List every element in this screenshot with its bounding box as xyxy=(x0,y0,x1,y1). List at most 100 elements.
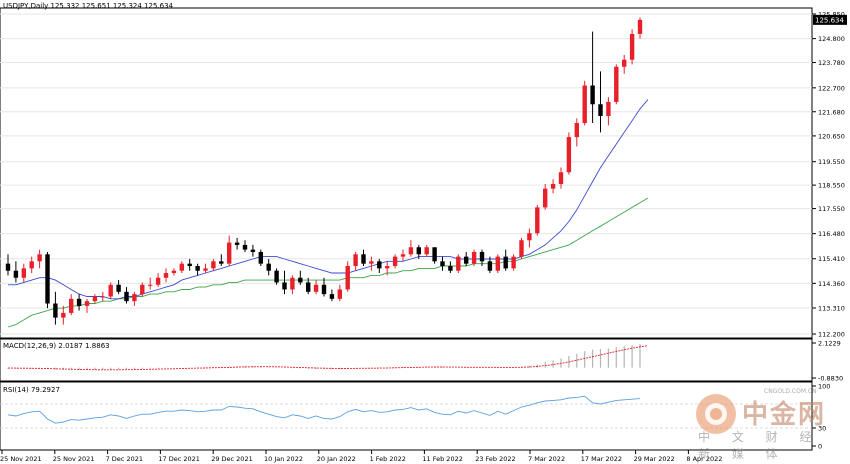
candle xyxy=(432,247,437,264)
y-tick-label: 124.800 xyxy=(818,35,845,43)
candle xyxy=(187,258,192,271)
y-tick-label: 123.780 xyxy=(818,59,845,67)
y-tick-label: 120.650 xyxy=(818,132,845,140)
x-tick-label: 11 Feb 2022 xyxy=(422,455,462,463)
x-tick-label: 1 Feb 2022 xyxy=(370,455,406,463)
candle xyxy=(464,251,469,267)
watermark-url: CNGOLD.COM.CN xyxy=(764,388,817,395)
x-tick-label: 8 Apr 2022 xyxy=(686,455,722,463)
candle xyxy=(385,261,390,276)
candle xyxy=(61,305,66,325)
candle xyxy=(219,254,224,267)
candle xyxy=(543,183,548,210)
candle xyxy=(400,249,406,262)
ma-slow-path xyxy=(7,197,649,328)
candle xyxy=(456,254,461,274)
candle xyxy=(479,249,485,267)
date-axis: 25 Nov 2021 25 Nov 2021 7 Dec 2021 17 Dec 2… xyxy=(0,450,722,463)
macd-tick-label: 2.1229 xyxy=(818,340,841,348)
watermark-subtext: 中 文 财 经 新 媒 体 xyxy=(698,430,821,461)
candle xyxy=(511,254,516,271)
candle xyxy=(37,249,42,269)
candle xyxy=(29,256,34,274)
y-tick-label: 114.360 xyxy=(818,280,845,288)
price-tag-label: 125.634 xyxy=(815,16,844,24)
y-tick-label: 118.550 xyxy=(818,182,845,190)
candle xyxy=(377,258,382,274)
candle xyxy=(329,289,335,302)
candle xyxy=(179,261,184,274)
x-tick-label: 29 Dec 2021 xyxy=(211,455,253,463)
candle xyxy=(234,237,240,250)
rsi-tick-label: 0 xyxy=(818,443,822,451)
candle xyxy=(440,256,445,271)
candle xyxy=(519,237,524,259)
candle xyxy=(408,240,414,257)
candle xyxy=(345,261,350,292)
candle xyxy=(313,280,319,295)
candle xyxy=(124,287,129,304)
y-tick-label: 117.550 xyxy=(818,205,845,213)
x-tick-label: 23 Feb 2022 xyxy=(475,455,515,463)
candle xyxy=(558,167,564,189)
candle xyxy=(140,282,145,297)
x-tick-label: 7 Dec 2021 xyxy=(106,455,143,463)
candle xyxy=(53,291,58,325)
ma-slow-line xyxy=(7,197,649,328)
candle xyxy=(503,249,508,271)
x-tick-label: 17 Mar 2022 xyxy=(581,455,622,463)
watermark: CNGOLD.COM.CN 中金网 中 文 财 经 新 媒 体 xyxy=(694,388,844,461)
macd-pane xyxy=(0,338,813,382)
x-tick-label: 29 Mar 2022 xyxy=(634,455,675,463)
y-tick-label: 116.480 xyxy=(818,230,845,238)
candle xyxy=(195,263,200,276)
candle xyxy=(266,258,271,276)
candle xyxy=(132,291,137,306)
rsi-pane xyxy=(0,381,813,451)
candle xyxy=(487,256,493,274)
candle xyxy=(369,256,374,271)
x-tick-label: 25 Nov 2021 xyxy=(0,455,42,463)
rsi-path xyxy=(7,395,641,424)
candle xyxy=(424,244,429,257)
candle xyxy=(69,294,74,316)
chart-title: USDJPY,Daily 125.332 125.651 125.324 125… xyxy=(3,2,174,10)
candle xyxy=(448,261,453,274)
x-tick-label: 20 Jan 2022 xyxy=(317,455,356,463)
candle xyxy=(622,55,627,74)
macd-tick-label: -0.8830 xyxy=(818,375,843,383)
candle xyxy=(614,64,619,105)
candle xyxy=(298,270,303,285)
price-axis: 125.850 124.800 123.780 122.700 121.680 120.6… xyxy=(812,11,845,339)
candle xyxy=(242,240,248,252)
y-tick-label: 121.680 xyxy=(818,108,845,116)
price-pane xyxy=(0,7,813,339)
watermark-logo-text: 中金网 xyxy=(742,400,827,430)
y-tick-label: 112.200 xyxy=(818,331,845,339)
candle xyxy=(637,17,643,39)
candle xyxy=(471,249,477,267)
candle xyxy=(566,132,572,175)
candle xyxy=(45,251,50,309)
candle xyxy=(116,280,121,295)
x-tick-label: 25 Nov 2021 xyxy=(53,455,95,463)
candle xyxy=(574,118,579,147)
candle xyxy=(282,270,287,295)
candle xyxy=(203,263,208,274)
rsi-tick-label: 100 xyxy=(818,383,830,391)
candle xyxy=(361,249,366,267)
rsi-title: RSI(14) 79.2927 xyxy=(3,386,60,394)
candle xyxy=(353,251,358,271)
candle xyxy=(5,254,11,276)
rsi-line xyxy=(0,395,812,429)
y-tick-label: 115.410 xyxy=(818,255,845,263)
candle xyxy=(100,291,105,302)
price-grid xyxy=(0,13,812,335)
candles xyxy=(5,17,643,325)
y-tick-label: 122.700 xyxy=(818,84,845,92)
candle xyxy=(108,282,113,299)
candle xyxy=(606,97,611,126)
macd-signal-path xyxy=(7,345,648,371)
x-tick-label: 10 Jan 2022 xyxy=(264,455,303,463)
